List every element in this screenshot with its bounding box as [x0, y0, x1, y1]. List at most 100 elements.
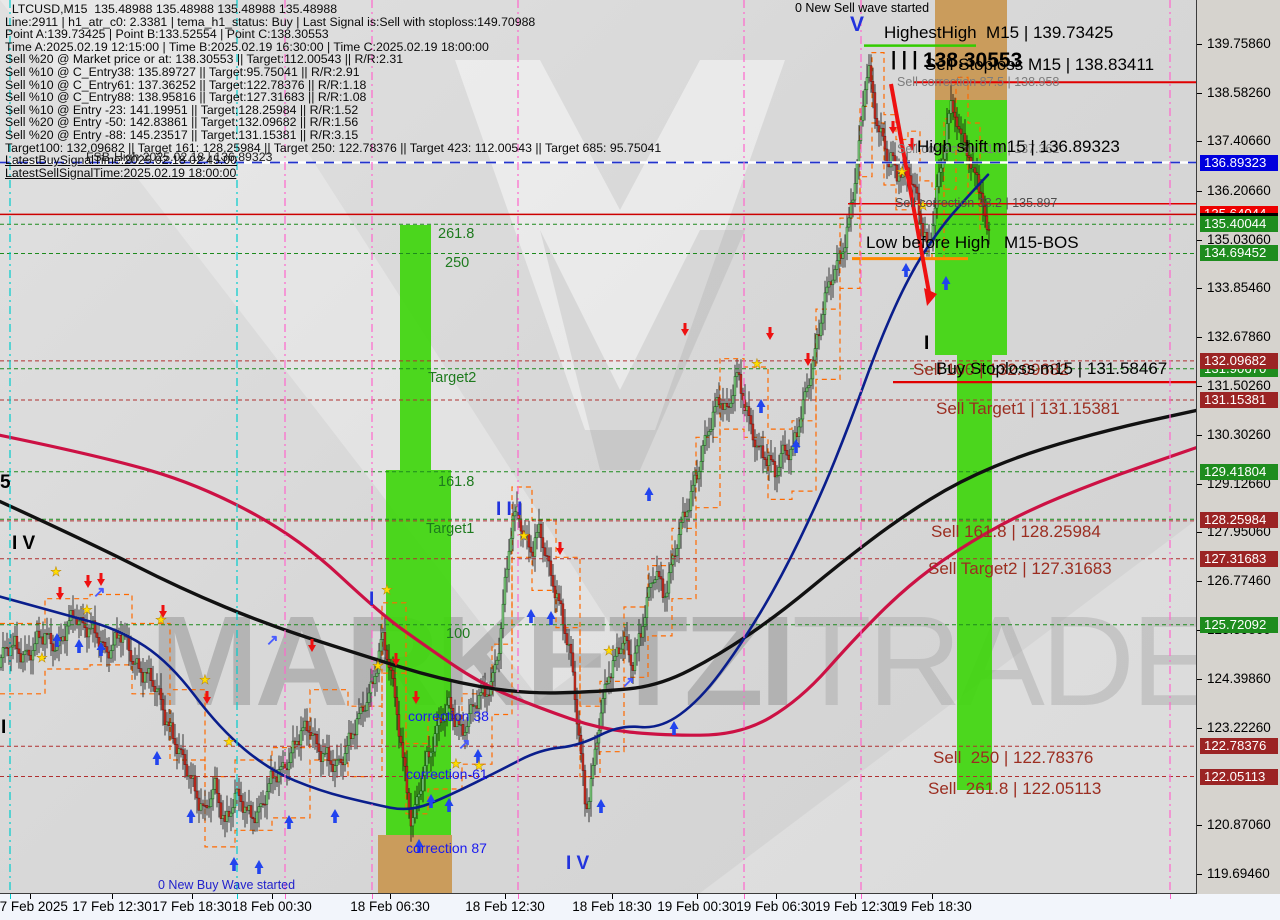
- candle-body: [409, 808, 413, 827]
- candle-body: [47, 633, 51, 635]
- candle-body: [139, 668, 143, 673]
- candle-body: [179, 748, 183, 751]
- indicator-info-line: LatestSellSignalTime:2025.02.19 18:00:00: [5, 165, 237, 180]
- candle-body: [157, 688, 161, 690]
- star-icon: ★: [518, 528, 530, 543]
- candle-body: [245, 806, 249, 811]
- candle-body: [263, 803, 267, 806]
- candle-body: [293, 740, 297, 745]
- sell-arrow-icon: [556, 542, 564, 555]
- buy-arrow-icon: [74, 639, 84, 653]
- candle-body: [335, 759, 339, 766]
- candle-body: [773, 461, 777, 478]
- y-axis-tick: [1197, 44, 1202, 45]
- candle-body: [265, 791, 269, 805]
- candle-body: [109, 650, 113, 659]
- candle-body: [203, 805, 207, 807]
- candle-body: [357, 713, 361, 720]
- candle-body: [337, 758, 341, 761]
- ma-blue-line: [0, 173, 990, 811]
- candle-body: [571, 652, 575, 673]
- candle-body: [891, 152, 895, 157]
- candle-body: [63, 636, 67, 641]
- candle-body: [219, 802, 223, 819]
- candle-body: [321, 753, 325, 762]
- chart-canvas[interactable]: MARKETZITRADE ★ ★ ★ ★ ★ ★ ★ ★ ★ ★ ★ ★ ★ ★ ★ 0 New Sell…: [0, 0, 1197, 894]
- candle-body: [679, 522, 683, 535]
- candle-body: [363, 710, 367, 712]
- ma-black-line: [0, 408, 1196, 695]
- star-icon: ★: [896, 164, 908, 179]
- candle-body: [53, 650, 57, 652]
- candle-body: [113, 632, 117, 646]
- candle-body: [889, 152, 893, 168]
- y-axis-tick: [1197, 190, 1202, 192]
- candle-body: [259, 803, 263, 807]
- candle-body: [721, 403, 725, 410]
- y-axis-label: 131.50260: [1207, 377, 1271, 393]
- candle-body: [217, 793, 221, 804]
- candle-body: [439, 717, 443, 723]
- candle-body: [699, 461, 703, 472]
- candle-body: [677, 534, 681, 549]
- sell-arrow-icon: [308, 639, 316, 652]
- candle-body: [669, 564, 673, 573]
- candle-body: [45, 633, 49, 635]
- candle-body: [309, 731, 313, 736]
- candle-body: [51, 643, 55, 652]
- indicator-info-line: Sell %20 @ Entry -50: 142.83861 || Targe…: [5, 115, 359, 130]
- candle-body: [959, 128, 963, 135]
- candle-body: [331, 764, 335, 772]
- candle-body: [395, 697, 399, 715]
- candle-body: [671, 555, 675, 565]
- buy-arrow-icon: [901, 263, 911, 277]
- x-axis-tick: [776, 894, 777, 899]
- candle-body: [531, 551, 535, 557]
- candle-body: [31, 650, 35, 661]
- candle-body: [279, 766, 283, 770]
- candle-body: [207, 806, 211, 809]
- candle-body: [737, 372, 741, 375]
- candle-body: [61, 636, 65, 642]
- candle-body: [343, 753, 347, 766]
- candle-body: [355, 718, 359, 736]
- candle-body: [269, 770, 273, 784]
- candle-body: [775, 475, 779, 478]
- candle-body: [469, 704, 473, 714]
- candle-body: [105, 646, 109, 653]
- candle-body: [701, 445, 705, 462]
- candle-body: [633, 652, 637, 671]
- indicator-info-line: Sell %10 @ C_Entry88: 138.95816 || Targe…: [5, 90, 367, 105]
- candle-body: [827, 281, 831, 288]
- buy-arrow-icon: [444, 798, 454, 812]
- candle-body: [855, 163, 859, 184]
- candle-body: [237, 788, 241, 796]
- sell-arrow-icon: [97, 573, 105, 586]
- candle-body: [233, 792, 237, 808]
- candle-body: [129, 650, 133, 662]
- candle-body: [277, 769, 281, 783]
- sell-arrow-icon: [681, 323, 689, 336]
- candle-body: [117, 634, 121, 639]
- y-axis-label: 138.58260: [1207, 84, 1271, 100]
- candle-body: [731, 395, 735, 404]
- candle-body: [953, 111, 957, 118]
- candle-body: [465, 726, 469, 733]
- candle-body: [313, 733, 317, 736]
- candle-body: [329, 760, 333, 765]
- candle-body: [429, 752, 433, 758]
- x-axis-label: 19 Feb 00:30: [657, 899, 737, 914]
- buy-arrow-icon: [414, 839, 424, 853]
- indicator-info-line: Sell %10 @ C_Entry61: 137.36252 || Targe…: [5, 77, 367, 92]
- candle-body: [689, 491, 693, 511]
- price-axis[interactable]: 139.75860 138.58260 137.40660 136.20660 135.…: [1197, 0, 1280, 893]
- candle-body: [41, 636, 45, 645]
- candle-body: [885, 148, 889, 164]
- candle-body: [631, 665, 635, 671]
- candle-body: [13, 635, 17, 646]
- candle-body: [511, 515, 515, 539]
- candle-body: [867, 65, 871, 78]
- candle-body: [725, 403, 729, 407]
- candle-body: [875, 118, 879, 126]
